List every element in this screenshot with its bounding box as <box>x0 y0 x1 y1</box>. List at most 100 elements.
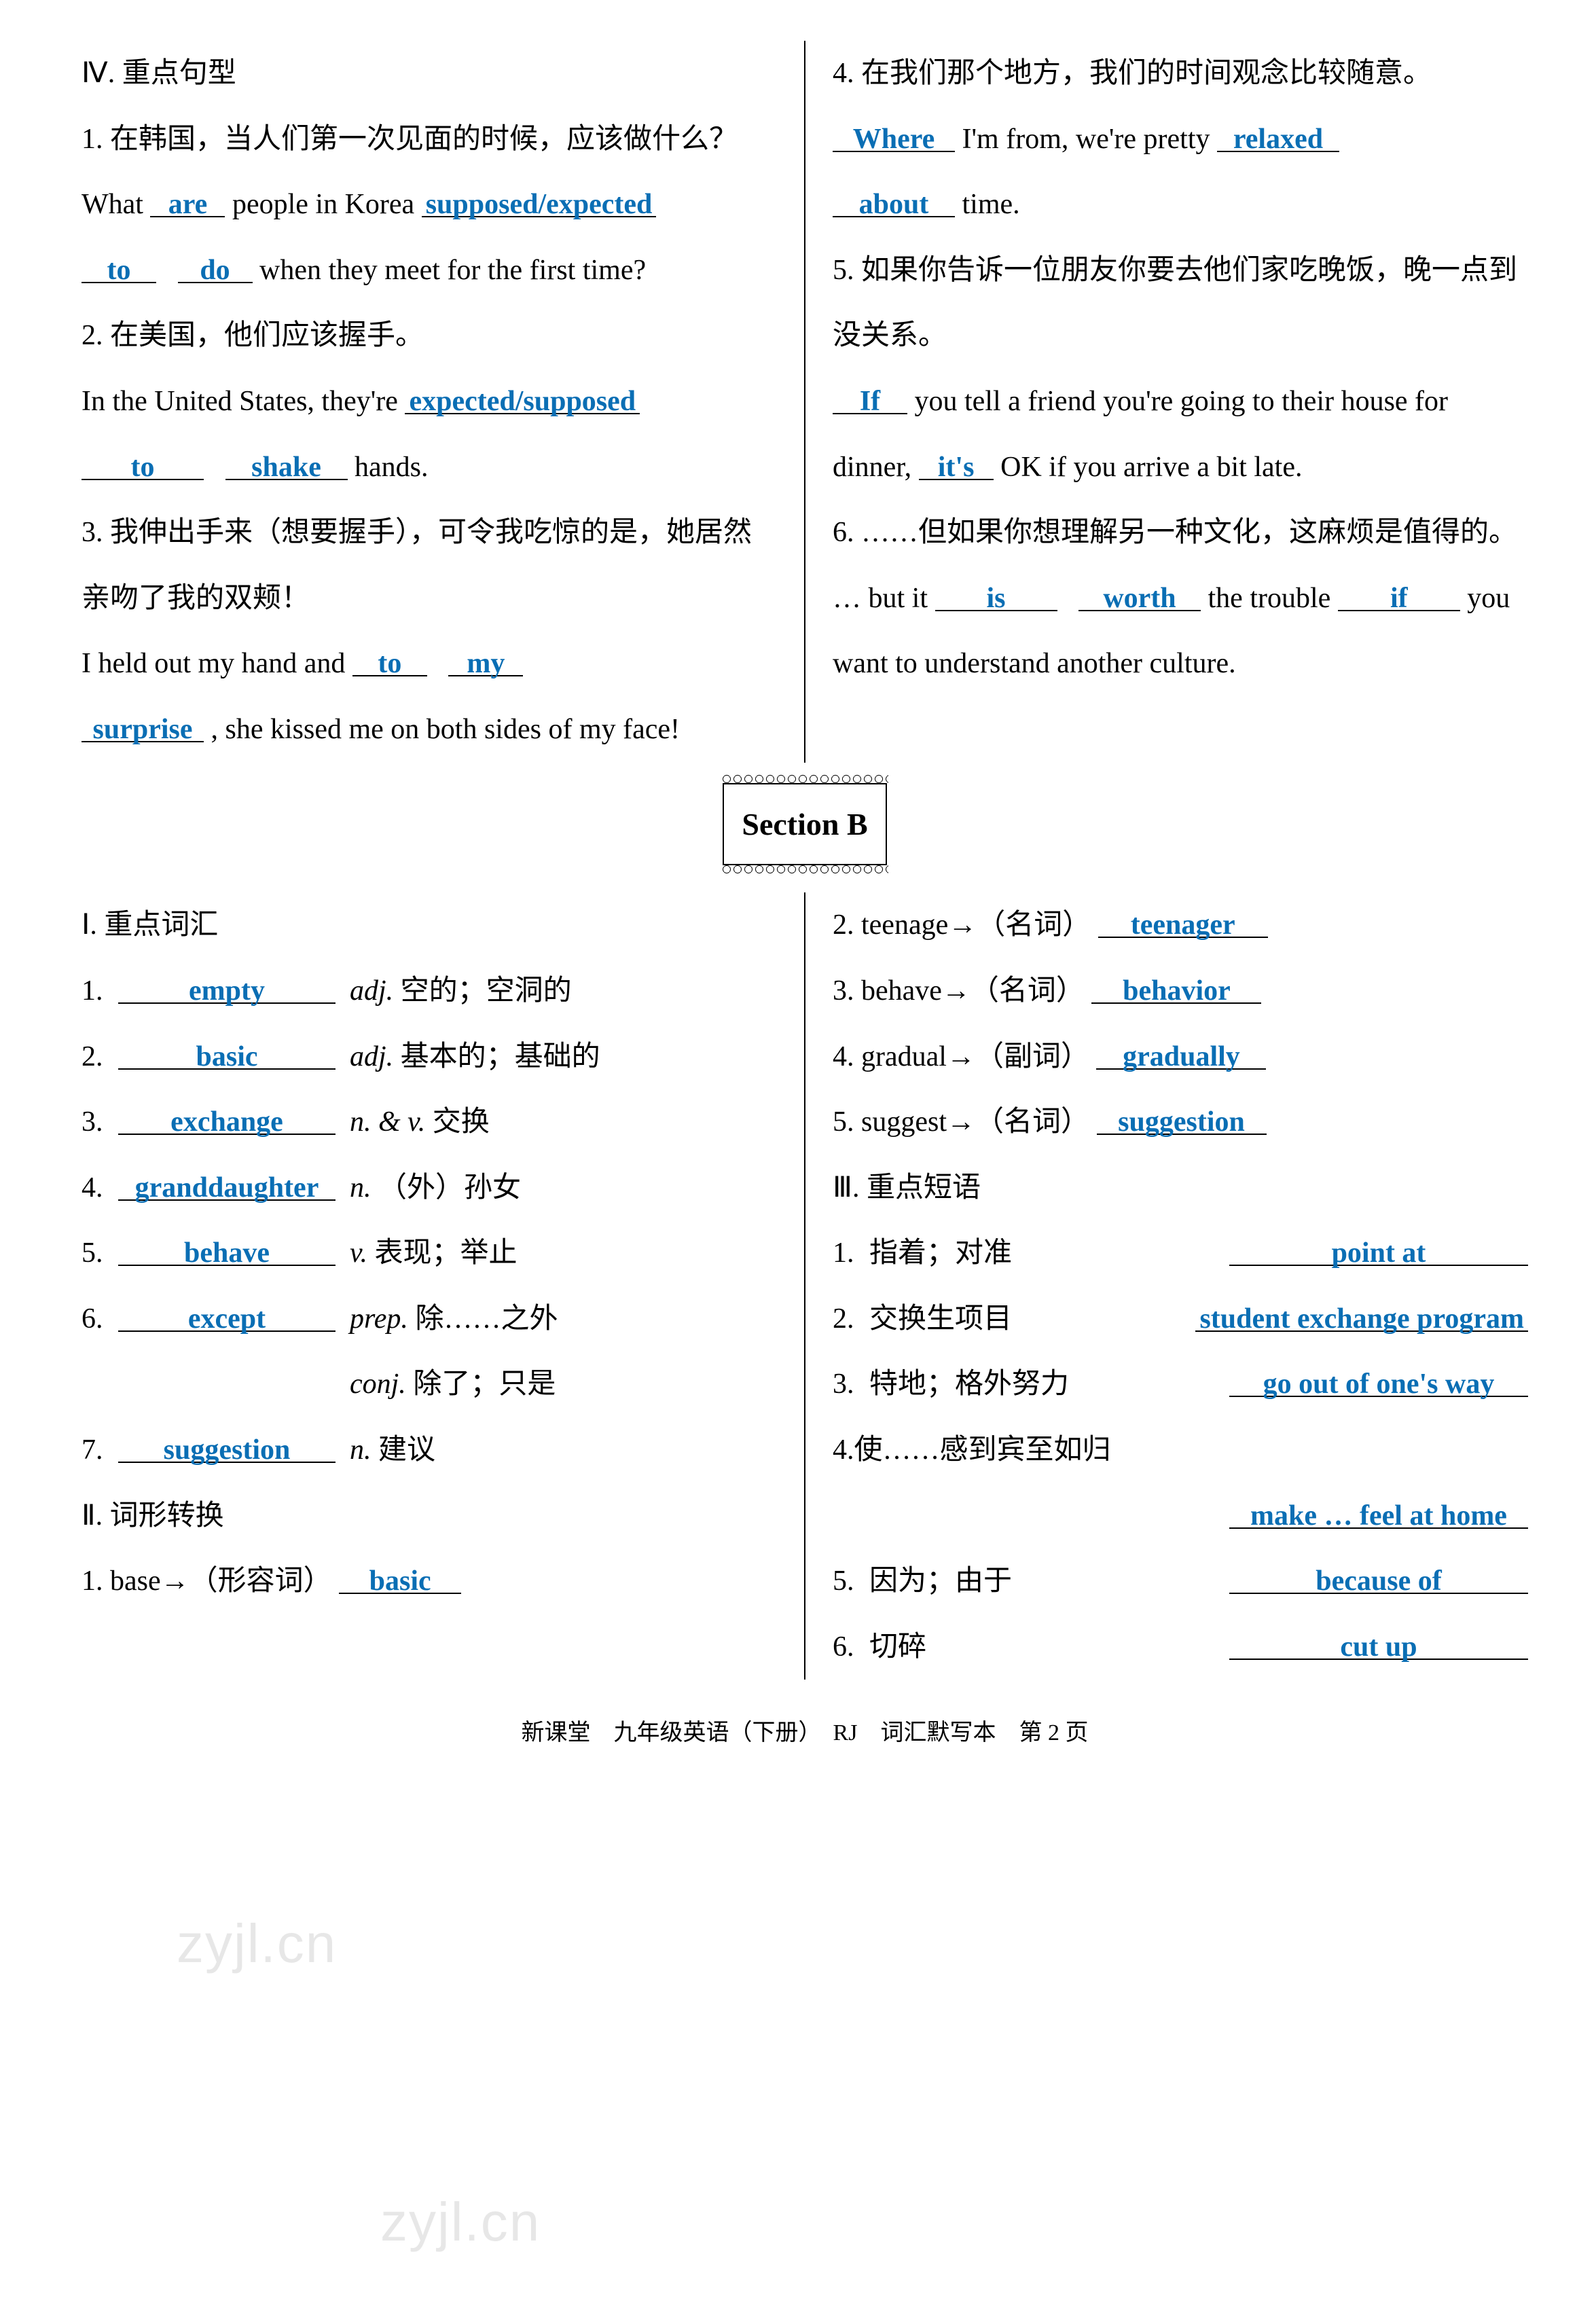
phrase-answer[interactable]: because of <box>1229 1567 1528 1594</box>
phrase-answer[interactable]: cut up <box>1229 1633 1528 1660</box>
q1-en: What are people in Korea supposed/expect… <box>81 172 777 303</box>
form-1-ans[interactable]: basic <box>339 1567 461 1594</box>
phrase-answer[interactable]: go out of one's way <box>1229 1370 1528 1397</box>
q2-blank-1[interactable]: expected/supposed <box>405 387 640 414</box>
q1-text-b: people in Korea <box>232 189 422 220</box>
vocab-pos: conj. <box>350 1352 406 1417</box>
q3-zh: 3. 我伸出手来（想要握手），可令我吃惊的是，她居然亲吻了我的双颊！ <box>81 500 777 631</box>
form-3-ans[interactable]: behavior <box>1091 977 1261 1004</box>
q4-zh: 4. 在我们那个地方，我们的时间观念比较随意。 <box>833 41 1528 107</box>
q3-text-a: I held out my hand and <box>81 648 352 679</box>
q6-zh: 6. ……但如果你想理解另一种文化，这麻烦是值得的。 <box>833 500 1528 566</box>
q1-blank-4[interactable]: do <box>178 256 253 283</box>
q1-text-a: What <box>81 189 150 220</box>
form-3: 3. behave→（名词） behavior <box>833 958 1528 1024</box>
phrase-num: 6. <box>833 1614 869 1680</box>
q4-text-b: time. <box>962 189 1020 220</box>
forms-heading: Ⅱ. 词形转换 <box>81 1483 777 1549</box>
q3-blank-3[interactable]: surprise <box>81 715 204 742</box>
section-iv: Ⅳ. 重点句型 1. 在韩国，当人们第一次见面的时候，应该做什么？ What a… <box>81 41 1528 763</box>
form-4: 4. gradual→（副词） gradually <box>833 1024 1528 1090</box>
phrase-answer[interactable]: make … feel at home <box>1229 1502 1528 1529</box>
right-column: 4. 在我们那个地方，我们的时间观念比较随意。 Where I'm from, … <box>805 41 1528 763</box>
q1-blank-1[interactable]: are <box>150 190 225 217</box>
left-column: Ⅳ. 重点句型 1. 在韩国，当人们第一次见面的时候，应该做什么？ What a… <box>81 41 805 763</box>
q6-blank-2[interactable]: worth <box>1078 584 1201 611</box>
vocab-answer[interactable]: behave <box>118 1239 335 1266</box>
q5-blank-2[interactable]: it's <box>919 453 994 480</box>
vocab-item: 5.behave v. 表现；举止 <box>81 1220 777 1286</box>
page-footer: 新课堂 九年级英语（下册） RJ 词汇默写本 第 2 页 <box>81 1707 1528 1760</box>
q6-blank-3[interactable]: if <box>1338 584 1460 611</box>
q4-blank-1[interactable]: Where <box>833 125 955 152</box>
vocab-num: 4. <box>81 1155 118 1221</box>
vocab-answer[interactable]: exchange <box>118 1108 335 1135</box>
phrase-item: 4.使……感到宾至如归make … feel at home <box>833 1417 1528 1548</box>
form-2: 2. teenage→（名词） teenager <box>833 892 1528 958</box>
q1-blank-2[interactable]: supposed/expected <box>422 190 657 217</box>
section-b-title: Section B <box>723 783 886 866</box>
q1-blank-3[interactable]: to <box>81 256 156 283</box>
q2-blank-3[interactable]: shake <box>225 453 348 480</box>
q3-blank-2[interactable]: my <box>448 649 523 676</box>
vocab-zh: （外）孙女 <box>378 1155 521 1221</box>
section-b-right: 2. teenage→（名词） teenager 3. behave→（名词） … <box>805 892 1528 1680</box>
vocab-item: 4.granddaughter n. （外）孙女 <box>81 1155 777 1221</box>
phrase-answer[interactable]: point at <box>1229 1239 1528 1266</box>
vocab-answer[interactable]: suggestion <box>118 1436 335 1463</box>
vocab-zh: 基本的；基础的 <box>401 1024 600 1090</box>
phrase-zh: 交换生项目 <box>869 1286 1195 1352</box>
q4-blank-2[interactable]: relaxed <box>1217 125 1339 152</box>
phrase-num: 5. <box>833 1548 869 1614</box>
vocab-num: 1. <box>81 958 118 1024</box>
form-2-ans[interactable]: teenager <box>1098 911 1268 938</box>
vocab-answer[interactable]: granddaughter <box>118 1174 335 1201</box>
vocab-zh: 建议 <box>378 1417 435 1483</box>
q1-zh: 1. 在韩国，当人们第一次见面的时候，应该做什么？ <box>81 107 777 173</box>
phrases-heading: Ⅲ. 重点短语 <box>833 1155 1528 1221</box>
form-4-label: 4. gradual→（副词） <box>833 1041 1089 1072</box>
form-5-ans[interactable]: suggestion <box>1097 1108 1267 1135</box>
section-b-body: Ⅰ. 重点词汇 1.empty adj. 空的；空洞的2.basic adj. … <box>81 892 1528 1680</box>
vocab-pos: n. <box>350 1155 371 1221</box>
vocab-answer[interactable]: except <box>118 1305 335 1332</box>
vocab-pos: n. & v. <box>350 1089 425 1155</box>
q6-text-b: the trouble <box>1208 583 1338 614</box>
q4-blank-3[interactable]: about <box>833 190 955 217</box>
q5-blank-1[interactable]: If <box>833 387 907 414</box>
phrase-answer[interactable]: student exchange program <box>1195 1305 1528 1332</box>
section-iv-heading: Ⅳ. 重点句型 <box>81 41 777 107</box>
vocab-zh: 除了；只是 <box>413 1352 556 1417</box>
form-2-label: 2. teenage→（名词） <box>833 909 1091 941</box>
vocab-zh: 表现；举止 <box>375 1220 518 1286</box>
phrase-item: 3.特地；格外努力go out of one's way <box>833 1352 1528 1417</box>
q4-text-a: I'm from, we're pretty <box>962 124 1218 155</box>
vocab-zh: 交换 <box>433 1089 490 1155</box>
vocab-pos: adj. <box>350 958 393 1024</box>
phrase-zh: 切碎 <box>869 1614 1229 1680</box>
q2-text-a: In the United States, they're <box>81 386 405 417</box>
form-4-ans[interactable]: gradually <box>1096 1043 1266 1070</box>
phrase-zh: 因为；由于 <box>869 1548 1229 1614</box>
vocab-item: 2.basic adj. 基本的；基础的 <box>81 1024 777 1090</box>
vocab-num: 6. <box>81 1286 118 1352</box>
form-1: 1. base→（形容词） basic <box>81 1548 777 1614</box>
vocab-pos: adj. <box>350 1024 393 1090</box>
vocab-answer[interactable]: empty <box>118 977 335 1004</box>
q2-zh: 2. 在美国，他们应该握手。 <box>81 303 777 369</box>
vocab-num: 2. <box>81 1024 118 1090</box>
q4-en: Where I'm from, we're pretty relaxed abo… <box>833 107 1528 238</box>
q5-en: If you tell a friend you're going to the… <box>833 369 1528 500</box>
vocab-item: 6.except prep. 除……之外 <box>81 1286 777 1352</box>
vocab-num: 3. <box>81 1089 118 1155</box>
vocab-pos: n. <box>350 1417 371 1483</box>
q2-blank-2[interactable]: to <box>81 453 204 480</box>
phrase-num: 3. <box>833 1352 869 1417</box>
q3-blank-1[interactable]: to <box>352 649 427 676</box>
vocab-item: 3.exchange n. & v. 交换 <box>81 1089 777 1155</box>
phrase-zh: 使……感到宾至如归 <box>854 1434 1111 1466</box>
vocab-answer[interactable]: basic <box>118 1043 335 1070</box>
vocab-zh: 空的；空洞的 <box>401 958 572 1024</box>
vocab-item: 7.suggestion n. 建议 <box>81 1417 777 1483</box>
q6-blank-1[interactable]: is <box>935 584 1057 611</box>
